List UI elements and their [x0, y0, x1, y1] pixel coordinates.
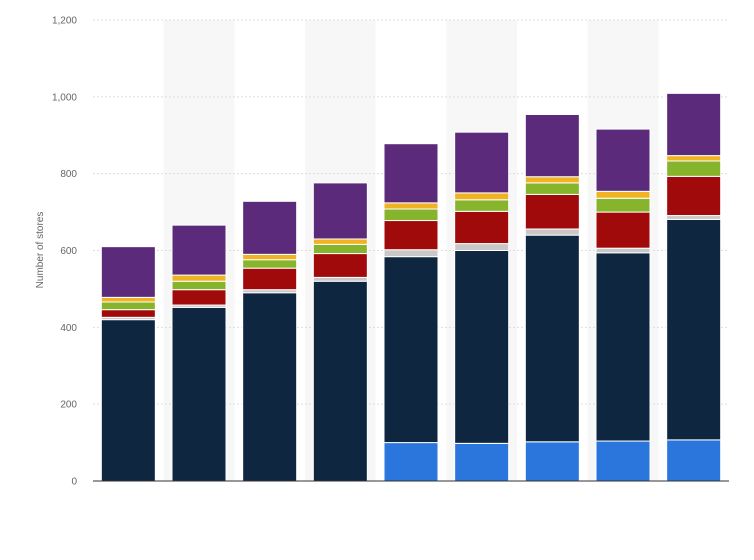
bar-segment-1-4: [100, 309, 156, 318]
bar-segment-7-3: [524, 228, 580, 236]
bar-segment-1-2: [100, 319, 156, 482]
bar-segment-6-2: [454, 250, 510, 444]
y-tick-label: 600: [60, 246, 77, 257]
bar-segment-5-7: [383, 143, 439, 204]
bar-segment-4-2: [312, 280, 368, 482]
y-tick-label: 0: [71, 477, 77, 488]
bar-segment-8-2: [595, 252, 651, 442]
bar-segment-6-7: [454, 131, 510, 194]
bar-segment-6-5: [454, 199, 510, 212]
bar-segment-8-3: [595, 247, 651, 254]
bar-segment-3-2: [242, 292, 298, 482]
bar-segment-2-5: [171, 280, 227, 291]
bar-segment-5-1: [383, 442, 439, 482]
bar-segment-6-6: [454, 192, 510, 201]
bars: [100, 92, 722, 482]
bar-segment-7-6: [524, 176, 580, 184]
bar-segment-5-5: [383, 208, 439, 222]
bar-segment-4-6: [312, 238, 368, 245]
bar-segment-3-5: [242, 259, 298, 269]
bar-segment-2-6: [171, 274, 227, 282]
bar-segment-5-6: [383, 202, 439, 210]
bar-segment-3-6: [242, 253, 298, 261]
bar-segment-5-4: [383, 220, 439, 251]
y-tick-label: 200: [60, 400, 77, 411]
bar-segment-4-3: [312, 276, 368, 282]
bar-segment-1-7: [100, 246, 156, 298]
bar-segment-1-5: [100, 301, 156, 311]
bar-segment-9-3: [666, 215, 722, 220]
bar-segment-7-5: [524, 182, 580, 195]
bar-segment-7-4: [524, 193, 580, 230]
bar-segment-8-6: [595, 190, 651, 199]
bar-segment-2-7: [171, 224, 227, 276]
bar-segment-9-2: [666, 218, 722, 441]
bar-segment-8-5: [595, 197, 651, 213]
bar-segment-9-6: [666, 155, 722, 162]
bar-segment-4-4: [312, 253, 368, 278]
bar-segment-4-5: [312, 243, 368, 255]
bar-segment-9-1: [666, 439, 722, 482]
bar-segment-8-1: [595, 440, 651, 482]
bar-segment-9-7: [666, 92, 722, 157]
bar-segment-8-4: [595, 211, 651, 249]
bar-segment-7-7: [524, 114, 580, 178]
y-axis-title: Number of stores: [35, 212, 46, 289]
y-tick-label: 800: [60, 169, 77, 180]
bar-segment-4-7: [312, 182, 368, 240]
bar-segment-6-3: [454, 243, 510, 252]
bar-segment-3-7: [242, 200, 298, 255]
bar-segment-7-2: [524, 234, 580, 443]
bar-segment-9-4: [666, 175, 722, 217]
y-tick-labels: 0 200 400 600 800 1,000 1,200: [52, 16, 77, 488]
y-tick-label: 1,200: [52, 16, 77, 27]
bar-segment-2-4: [171, 289, 227, 306]
bar-segment-1-6: [100, 296, 156, 303]
bar-segment-8-7: [595, 128, 651, 192]
bar-segment-2-2: [171, 306, 227, 482]
bar-segment-7-1: [524, 441, 580, 482]
y-tick-label: 1,000: [52, 92, 77, 103]
bar-segment-5-2: [383, 256, 439, 444]
bar-segment-6-4: [454, 210, 510, 245]
bar-segment-5-3: [383, 249, 439, 258]
bar-segment-6-1: [454, 442, 510, 482]
bar-segment-9-5: [666, 160, 722, 177]
y-tick-label: 400: [60, 323, 77, 334]
bar-segment-3-4: [242, 267, 298, 291]
